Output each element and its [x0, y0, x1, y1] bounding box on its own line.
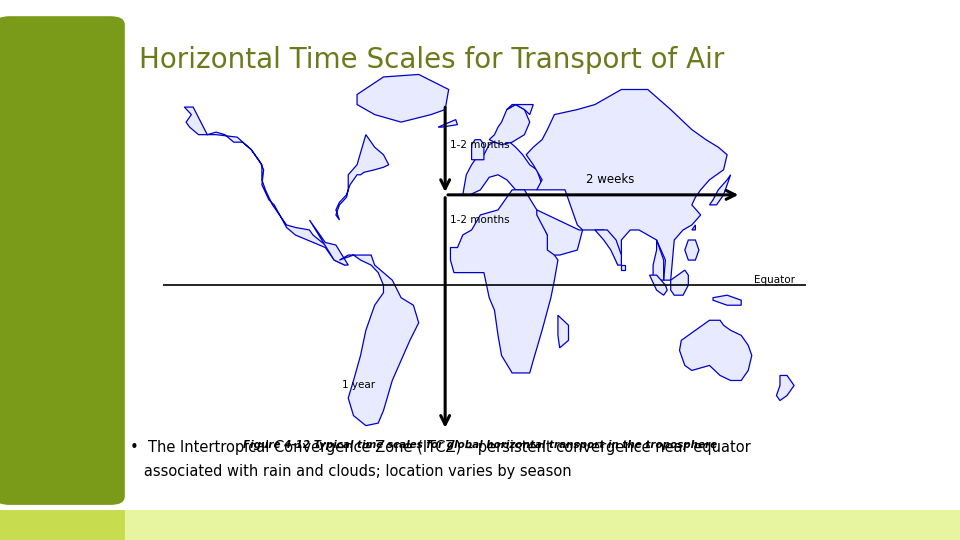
Polygon shape — [653, 240, 663, 280]
Polygon shape — [526, 90, 727, 280]
Polygon shape — [709, 175, 731, 205]
Polygon shape — [490, 105, 530, 145]
Polygon shape — [357, 75, 448, 122]
Text: 1-2 months: 1-2 months — [450, 215, 510, 225]
Text: Figure 4-12 Typical time scales for global horizontal transport in the troposphe: Figure 4-12 Typical time scales for glob… — [243, 440, 717, 450]
Bar — [0, 510, 960, 540]
Polygon shape — [450, 190, 558, 373]
Text: •  The Intertropical Convergence Zone (ITCZ) – persistent convergence near equat: • The Intertropical Convergence Zone (IT… — [130, 440, 751, 455]
Polygon shape — [537, 210, 583, 255]
Text: 2 weeks: 2 weeks — [587, 173, 635, 186]
Polygon shape — [471, 140, 484, 160]
Text: 1 year: 1 year — [342, 381, 374, 390]
Text: Horizontal Time Scales for Transport of Air: Horizontal Time Scales for Transport of … — [139, 46, 725, 74]
Polygon shape — [713, 295, 741, 305]
Polygon shape — [340, 255, 419, 426]
Text: Equator: Equator — [754, 275, 795, 285]
Polygon shape — [684, 240, 699, 260]
Text: associated with rain and clouds; location varies by season: associated with rain and clouds; locatio… — [130, 464, 571, 480]
Bar — [0, 510, 125, 540]
Polygon shape — [184, 107, 345, 265]
Polygon shape — [650, 275, 667, 295]
Polygon shape — [777, 375, 794, 401]
Text: 1-2 months: 1-2 months — [450, 140, 510, 150]
Polygon shape — [692, 225, 695, 230]
Polygon shape — [595, 230, 621, 265]
FancyBboxPatch shape — [0, 16, 125, 505]
Polygon shape — [438, 119, 458, 127]
Polygon shape — [671, 270, 688, 295]
Polygon shape — [463, 140, 542, 195]
Polygon shape — [621, 265, 625, 270]
Polygon shape — [680, 320, 752, 381]
Polygon shape — [309, 220, 348, 265]
Polygon shape — [558, 315, 568, 348]
Polygon shape — [336, 134, 389, 220]
Polygon shape — [507, 105, 533, 114]
